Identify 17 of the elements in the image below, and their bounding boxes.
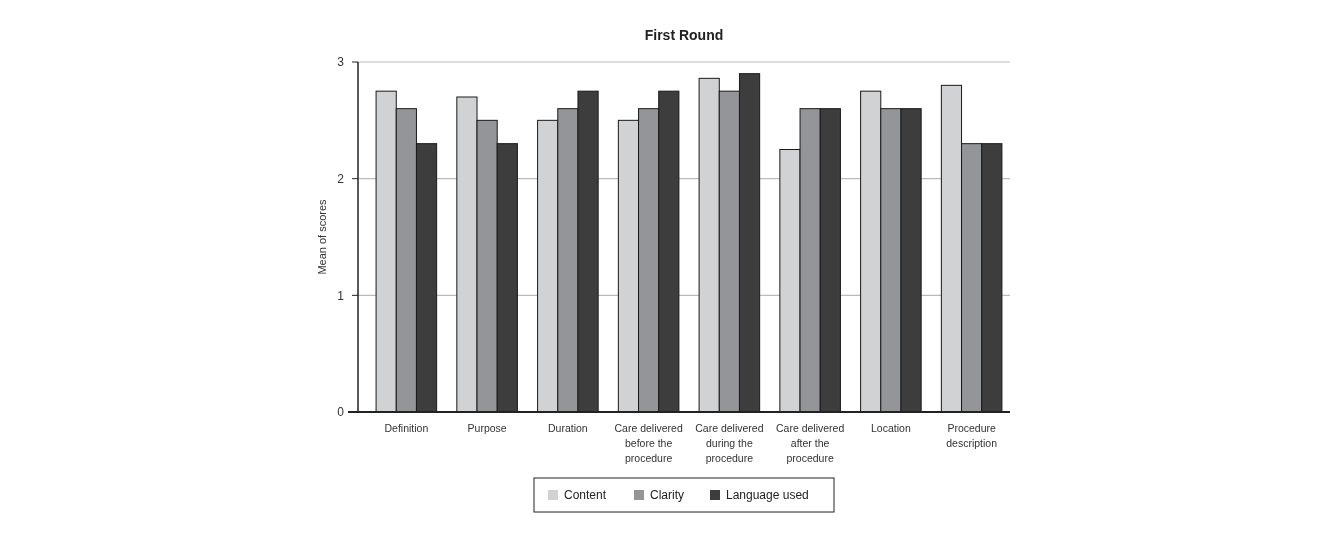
legend-label: Clarity: [650, 488, 685, 503]
x-tick-label: Purpose: [467, 422, 507, 434]
legend-label: Language used: [726, 488, 809, 503]
x-tick-label: Definition: [384, 422, 429, 434]
x-tick-label: Procedure description: [946, 422, 998, 449]
chart-title: First Round: [644, 27, 724, 43]
x-tick-label: Location: [871, 422, 911, 434]
x-tick-label: Duration: [548, 422, 588, 434]
y-tick-label: 2: [337, 171, 345, 186]
y-axis-title: Mean of scores: [316, 198, 328, 275]
x-tick-label: Care delivered before the procedure: [614, 422, 683, 464]
y-tick-label: 1: [337, 288, 345, 303]
x-tick-label: Care delivered after the procedure: [775, 422, 845, 464]
x-tick-label: Care delivered during the procedure: [695, 422, 764, 464]
y-tick-label: 3: [337, 55, 345, 70]
legend-label: Content: [564, 488, 607, 503]
y-tick-label: 0: [337, 405, 345, 420]
